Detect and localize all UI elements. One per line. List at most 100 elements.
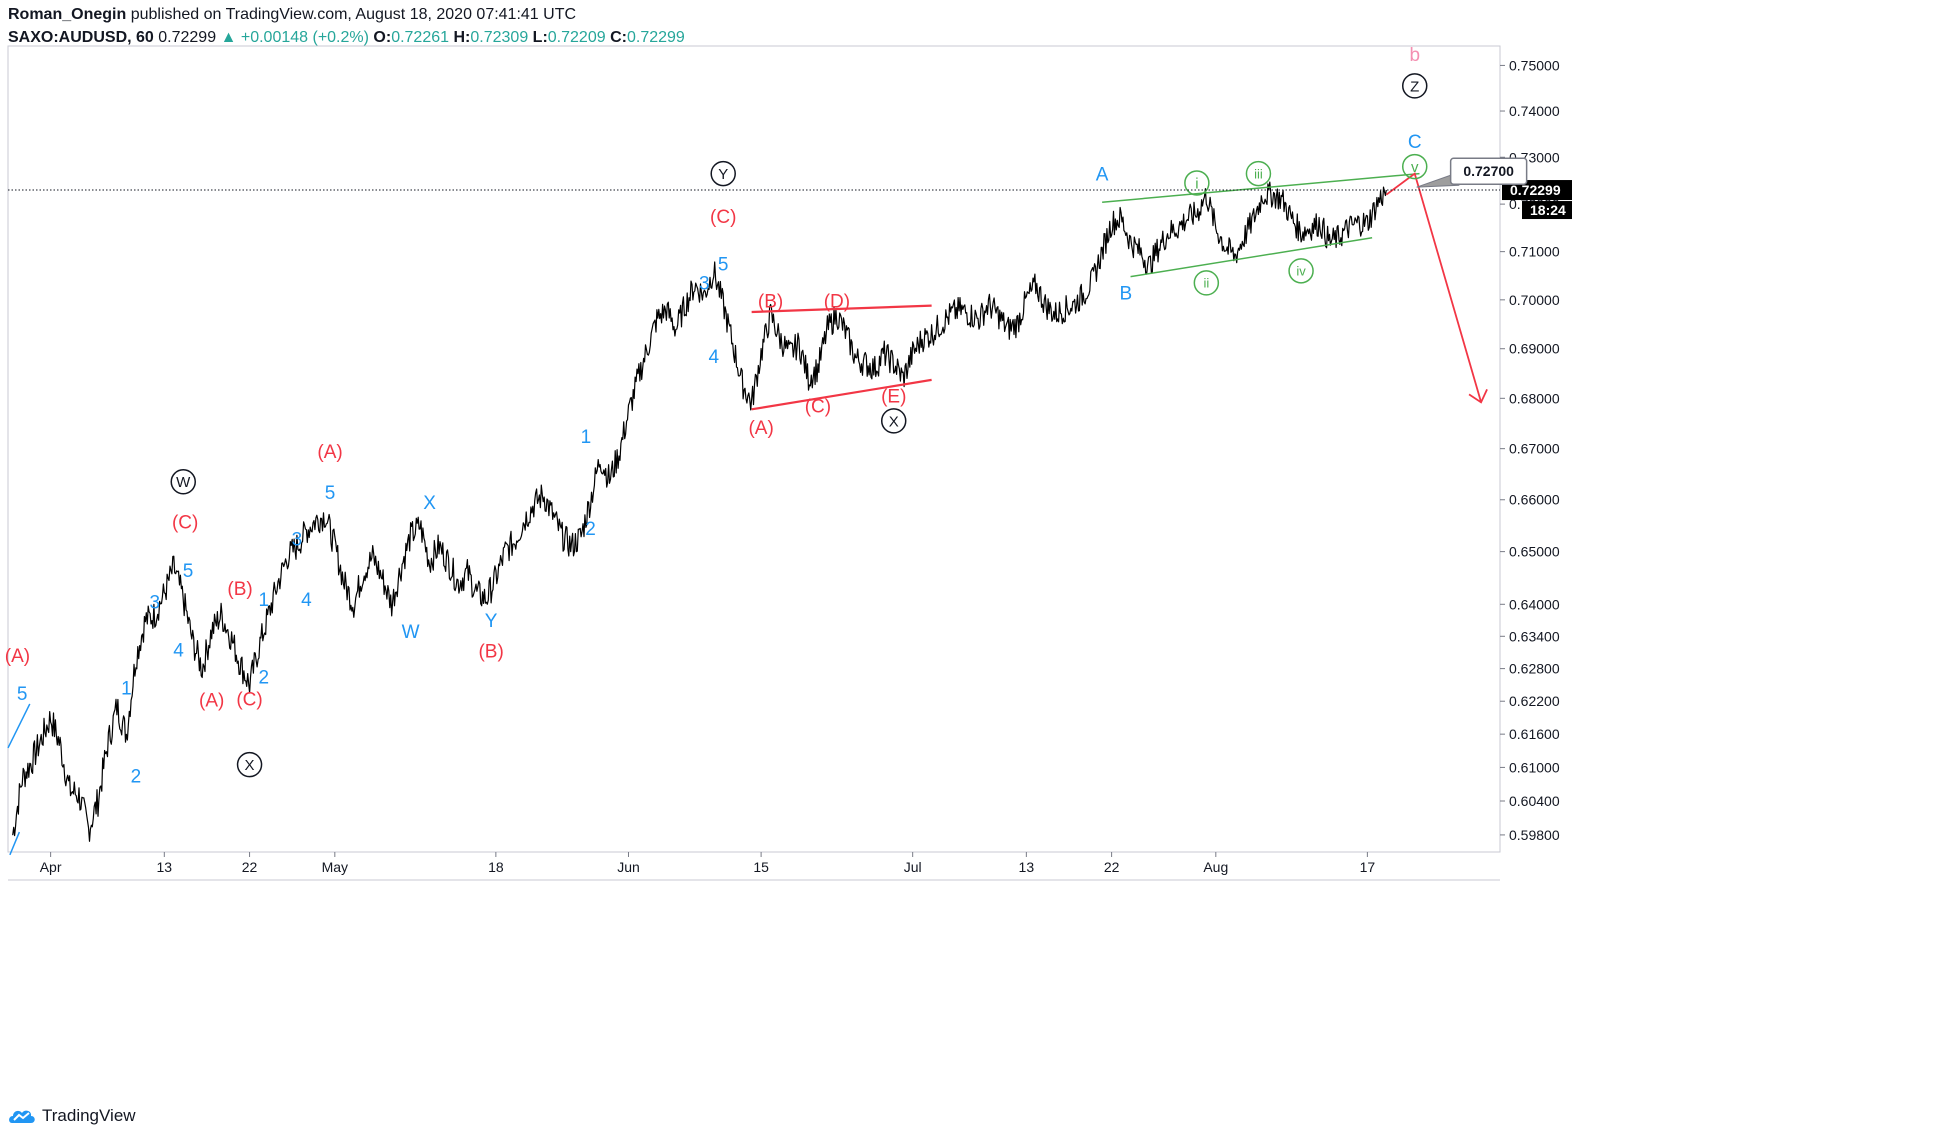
time-tick-label: Apr [40, 859, 62, 875]
time-axis: Apr 13 22 May 18 Jun 15 Jul 13 22 Aug 17 [40, 852, 1375, 875]
price-series [12, 181, 1387, 842]
time-tick-label: 22 [1104, 859, 1120, 875]
price-tick-label: 0.68000 [1509, 390, 1560, 406]
wave-circle [880, 408, 907, 434]
low-value: 0.72209 [547, 29, 606, 46]
wave-label: 5 [718, 254, 729, 275]
wave-labels: (A)5 12345(C)W(A)(B)1(C)2X34(A)5WXY(B)123… [5, 45, 1428, 788]
wave-label: i [1195, 175, 1198, 192]
wave-label: (C) [236, 689, 262, 710]
price-tick-label: 0.61600 [1509, 726, 1560, 742]
countdown-label: 18:24 [1530, 202, 1566, 218]
price-markers: 0.72299 18:24 0.72700 [8, 157, 1572, 220]
wave-label: X [245, 757, 255, 774]
blue-wave-line [9, 831, 21, 856]
wave-label: (A) [317, 442, 342, 463]
wave-circle [1401, 153, 1428, 180]
wave-label: 3 [699, 274, 710, 295]
wave-label: ii [1203, 276, 1209, 291]
time-tick-label: 22 [242, 859, 258, 875]
wave-label: Y [718, 166, 728, 183]
wave-label: 2 [585, 519, 596, 540]
red-trendline [751, 304, 932, 314]
wave-label: (A) [5, 646, 30, 667]
wave-label: 2 [131, 767, 142, 788]
blue-wave-line [7, 703, 31, 749]
symbol-name[interactable]: SAXO:AUDUSD, 60 [8, 29, 154, 46]
price-axis: 0.750000.740000.730000.720000.710000.700… [1500, 57, 1560, 843]
close-value: 0.72299 [626, 29, 685, 46]
price-tick-label: 0.60400 [1509, 793, 1560, 809]
wave-label: Z [1410, 78, 1419, 95]
wave-label: 4 [301, 590, 312, 611]
price-tick-label: 0.59800 [1509, 827, 1560, 843]
wave-label: W [402, 622, 420, 643]
tradingview-logo[interactable]: TradingView [8, 1106, 136, 1126]
wave-label: X [423, 493, 436, 514]
price-change: +0.00148 (+0.2%) [240, 29, 369, 46]
price-note-box [1449, 157, 1528, 185]
price-tick-label: 0.65000 [1509, 544, 1560, 560]
wave-label: 4 [173, 641, 184, 662]
wave-label: (E) [881, 387, 906, 408]
last-price-tag-label: 0.72299 [1510, 182, 1561, 198]
time-tick-label: Jul [904, 859, 922, 875]
chart-border [7, 45, 1501, 853]
wave-label: 1 [581, 427, 592, 448]
wave-label: 5 [325, 483, 336, 504]
wave-label: b [1409, 45, 1420, 66]
time-tick-label: Aug [1203, 859, 1228, 875]
wave-label: W [176, 474, 191, 491]
trendlines [7, 172, 1488, 856]
price-tick-label: 0.66000 [1509, 492, 1560, 508]
price-tick-label: 0.61000 [1509, 759, 1560, 775]
wave-label: 2 [258, 668, 269, 689]
wave-label: (B) [478, 642, 503, 663]
countdown-tag [1522, 201, 1572, 220]
wave-circle [1184, 170, 1210, 196]
wave-label: iii [1254, 166, 1263, 181]
wave-label: 3 [292, 529, 303, 550]
price-note-label: 0.72700 [1463, 163, 1514, 179]
price-tick-label: 0.62800 [1509, 661, 1560, 677]
wave-circle [1245, 160, 1272, 187]
wave-label: A [1096, 164, 1109, 185]
price-tick-label: 0.64000 [1509, 596, 1560, 612]
wave-label: (C) [805, 397, 831, 418]
wave-label: (A) [199, 690, 224, 711]
price-tick-label: 0.67000 [1509, 441, 1560, 457]
wave-label: Y [485, 611, 498, 632]
wave-circle [170, 469, 197, 495]
projection-arrowhead [1468, 388, 1488, 404]
wave-label: 5 [183, 561, 194, 582]
open-label: O: [373, 29, 392, 46]
red-trendline [751, 378, 932, 411]
price-tick-label: 0.69000 [1509, 341, 1560, 357]
symbol-legend: SAXO:AUDUSD, 60 0.72299 ▲ +0.00148 (+0.2… [8, 29, 685, 47]
projection-arrow-line [1385, 172, 1482, 403]
up-arrow-icon: ▲ [220, 29, 237, 46]
wave-circle [1401, 73, 1428, 99]
wave-label: C [1408, 132, 1422, 153]
author-name[interactable]: Roman_Onegin [8, 6, 127, 23]
time-tick-label: 18 [488, 859, 504, 875]
wave-label: (B) [227, 579, 252, 600]
published-text: published on TradingView.com, August 18,… [130, 6, 577, 23]
wave-circle [710, 160, 736, 187]
green-trendline [1130, 237, 1373, 278]
wave-circle [1288, 258, 1314, 284]
brand-name: TradingView [42, 1106, 136, 1125]
time-tick-label: 15 [753, 859, 769, 875]
wave-label: (D) [824, 292, 850, 313]
wave-label: 1 [258, 590, 269, 611]
wave-label: v [1411, 159, 1419, 176]
green-trendline [1102, 172, 1420, 203]
last-price-tag [1502, 180, 1572, 201]
high-value: 0.72309 [470, 29, 529, 46]
publish-info: Roman_Onegin published on TradingView.co… [8, 6, 576, 24]
open-value: 0.72261 [391, 29, 450, 46]
last-price: 0.72299 [158, 29, 217, 46]
price-tick-label: 0.71000 [1509, 244, 1560, 260]
wave-label: (A) [748, 418, 773, 439]
